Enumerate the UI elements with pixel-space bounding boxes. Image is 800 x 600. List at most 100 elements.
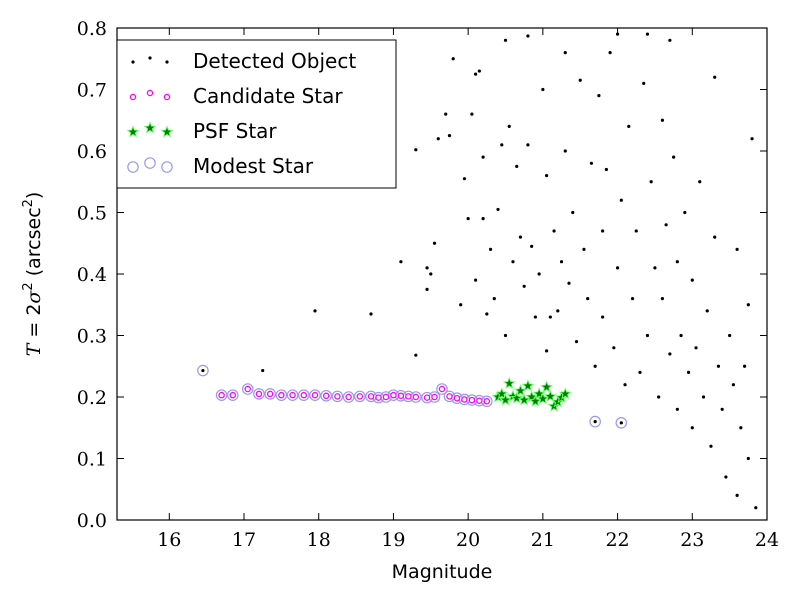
psf-star-point xyxy=(558,387,572,400)
modest-star-point xyxy=(227,389,239,401)
detected-object-point xyxy=(414,353,418,357)
y-label-t: T xyxy=(23,342,45,356)
detected-object-point xyxy=(432,241,437,245)
y-label-sup2: 2 xyxy=(21,199,36,207)
detected-object-point xyxy=(201,368,205,373)
detected-object-point xyxy=(511,260,515,264)
modest-star-point xyxy=(215,389,228,401)
candidate-star-point xyxy=(483,398,491,405)
detected-object-point xyxy=(660,297,665,301)
detected-object-point xyxy=(589,161,594,165)
detected-object-point xyxy=(474,72,478,76)
detected-object-point xyxy=(593,420,597,424)
y-tick-label: 0.8 xyxy=(77,18,107,40)
modest-star-point xyxy=(197,364,209,377)
y-label-close: ) xyxy=(23,192,45,199)
detected-object-point xyxy=(683,210,687,215)
detected-object-point xyxy=(739,426,743,430)
candidate-star-point xyxy=(345,393,352,401)
detected-object-point xyxy=(436,137,440,141)
candidate-star-point xyxy=(476,397,483,404)
psf-star-point xyxy=(510,391,524,404)
detected-object-point xyxy=(672,155,676,159)
legend: Detected Object Candidate Star PSF Star … xyxy=(116,39,397,189)
detected-object-point xyxy=(518,235,523,239)
detected-object-point xyxy=(660,118,665,122)
psf-star-point xyxy=(517,393,531,406)
detected-object-point xyxy=(586,297,590,301)
legend-marker-psf xyxy=(160,125,174,138)
candidate-star-point xyxy=(255,390,263,398)
detected-object-point xyxy=(425,287,429,291)
detected-object-point xyxy=(735,247,739,251)
x-tick-label: 22 xyxy=(605,529,629,551)
candidate-star-point xyxy=(423,394,431,401)
detected-object-point xyxy=(477,69,481,73)
candidate-star-point xyxy=(397,392,405,400)
y-tick-label: 0.2 xyxy=(77,387,107,409)
detected-object-point xyxy=(686,370,691,374)
detected-object-point xyxy=(735,493,739,497)
detected-object-point xyxy=(578,78,582,82)
detected-object-point xyxy=(313,309,317,313)
detected-object-point xyxy=(746,303,750,307)
x-tick-label: 16 xyxy=(157,529,181,551)
detected-object-point xyxy=(649,180,653,184)
candidate-star-point xyxy=(218,391,225,399)
detected-object-point xyxy=(503,333,508,338)
modest-star-point xyxy=(275,389,288,401)
modest-star-point xyxy=(297,389,310,401)
detected-object-point xyxy=(481,155,485,159)
detected-object-point xyxy=(604,167,608,172)
modest-star-point xyxy=(264,388,276,400)
detected-object-point xyxy=(447,134,452,138)
detected-object-point xyxy=(657,395,661,399)
legend-marker-psf xyxy=(143,121,157,134)
modest-star-point xyxy=(241,383,254,395)
detected-object-point xyxy=(429,272,433,276)
legend-marker-candidate xyxy=(146,89,154,97)
legend-marker-modest xyxy=(144,157,156,169)
modest-star-point xyxy=(436,383,448,395)
axis-ticks: 16 17 18 19 20 21 22 23 24 0.0 0.1 0.2 0.3 0.4 0.5 0.6 0… xyxy=(77,18,779,551)
detected-object-point xyxy=(537,272,541,276)
detected-object-point xyxy=(522,284,526,288)
y-axis-label: T = 2σ2 (arcsec2) xyxy=(21,192,45,357)
y-tick-label: 0.3 xyxy=(77,326,107,348)
detected-object-point xyxy=(488,247,493,251)
x-tick-label: 21 xyxy=(531,529,555,551)
detected-object-point xyxy=(556,309,560,313)
detected-object-point xyxy=(593,364,597,368)
candidate-star-point xyxy=(375,394,382,401)
x-tick-label: 23 xyxy=(680,529,704,551)
legend-label-modest: Modest Star xyxy=(193,154,314,178)
detected-object-point xyxy=(544,349,549,353)
detected-object-point xyxy=(563,149,567,153)
detected-object-point xyxy=(492,297,496,301)
candidate-star-point xyxy=(356,393,364,400)
detected-object-point xyxy=(716,364,721,368)
detected-object-point xyxy=(638,370,642,374)
y-label-eq: = 2 xyxy=(23,304,45,344)
legend-marker-candidate xyxy=(163,93,171,101)
psf-star-point xyxy=(536,392,550,405)
data-points xyxy=(197,32,758,510)
detected-object-point xyxy=(451,57,455,61)
detected-object-point xyxy=(713,75,717,79)
detected-object-point xyxy=(709,444,713,448)
detected-object-point xyxy=(526,34,530,38)
psf-star-point xyxy=(514,384,527,397)
psf-star-point xyxy=(540,380,553,393)
detected-object-point xyxy=(515,164,519,168)
candidate-star-point xyxy=(468,396,476,404)
y-label-sup1: 2 xyxy=(21,282,36,290)
candidate-star-point xyxy=(266,390,274,398)
modest-star-point xyxy=(342,391,355,403)
detected-object-point xyxy=(731,383,735,387)
detected-object-point xyxy=(612,346,616,350)
detected-object-point xyxy=(567,281,571,285)
legend-markers xyxy=(126,56,174,173)
detected-object-point xyxy=(754,506,758,510)
candidate-star-point xyxy=(412,393,420,401)
candidate-star-point xyxy=(334,393,341,400)
